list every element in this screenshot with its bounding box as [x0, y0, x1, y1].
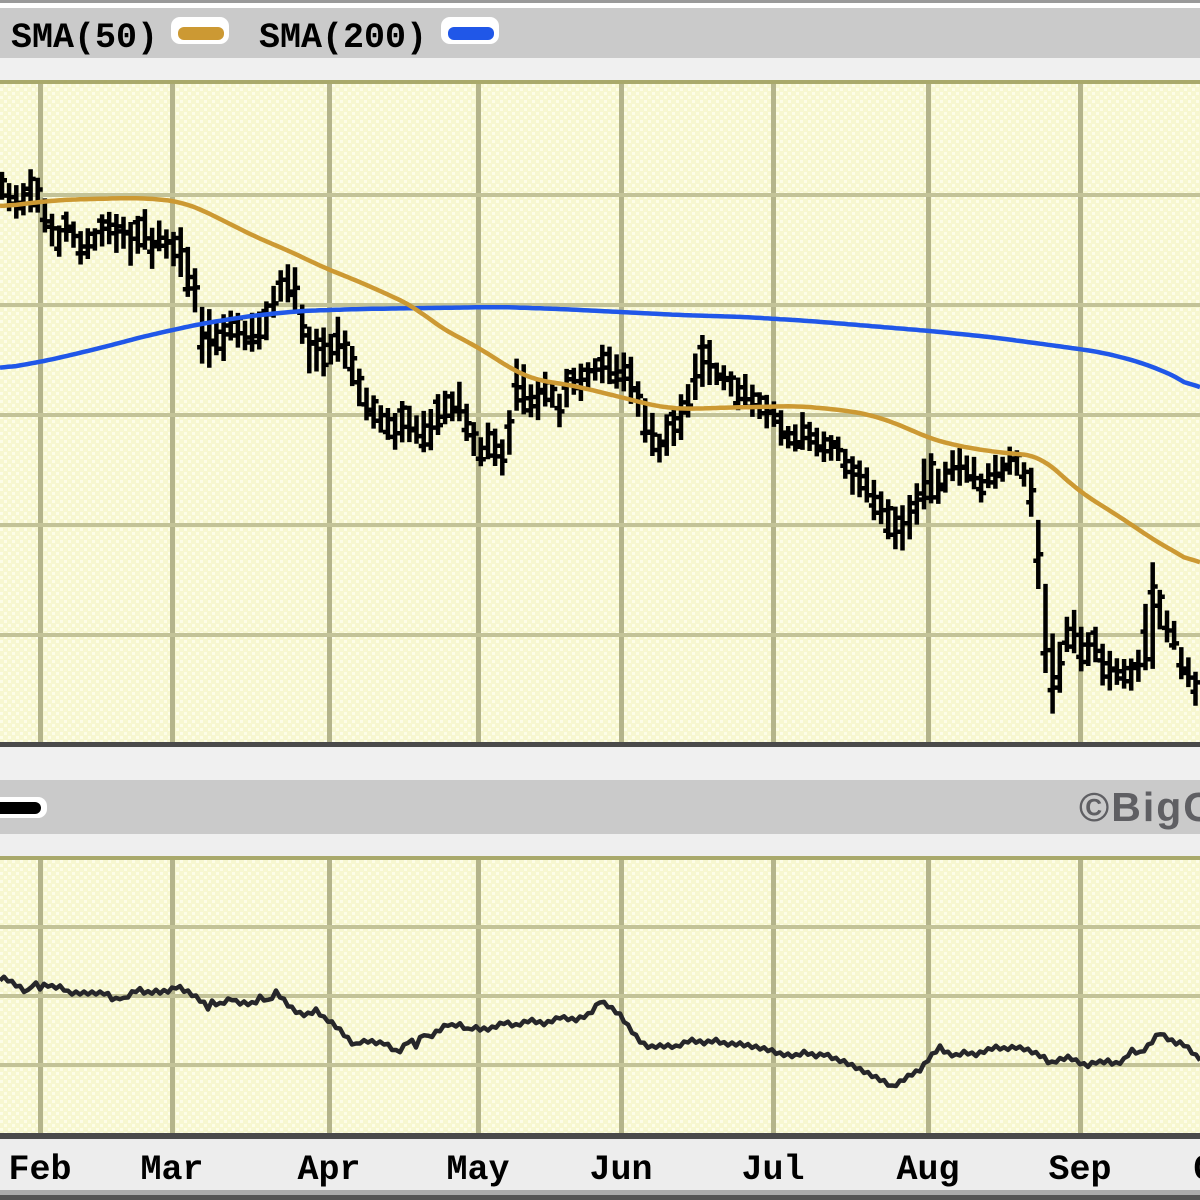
svg-text:Aug: Aug	[896, 1150, 959, 1190]
svg-text:Sep: Sep	[1048, 1150, 1111, 1190]
svg-text:SMA(200): SMA(200)	[259, 18, 427, 58]
svg-text:Oct: Oct	[1193, 1150, 1200, 1190]
svg-text:SMA(50): SMA(50)	[11, 18, 158, 58]
svg-text:Mar: Mar	[140, 1150, 203, 1190]
svg-text:Feb: Feb	[8, 1150, 71, 1190]
svg-text:May: May	[446, 1150, 509, 1190]
svg-text:©BigCharts.com: ©BigCharts.com	[1079, 784, 1200, 830]
svg-text:Apr: Apr	[297, 1150, 360, 1190]
svg-text:Jun: Jun	[589, 1150, 652, 1190]
svg-text:Jul: Jul	[741, 1150, 804, 1190]
